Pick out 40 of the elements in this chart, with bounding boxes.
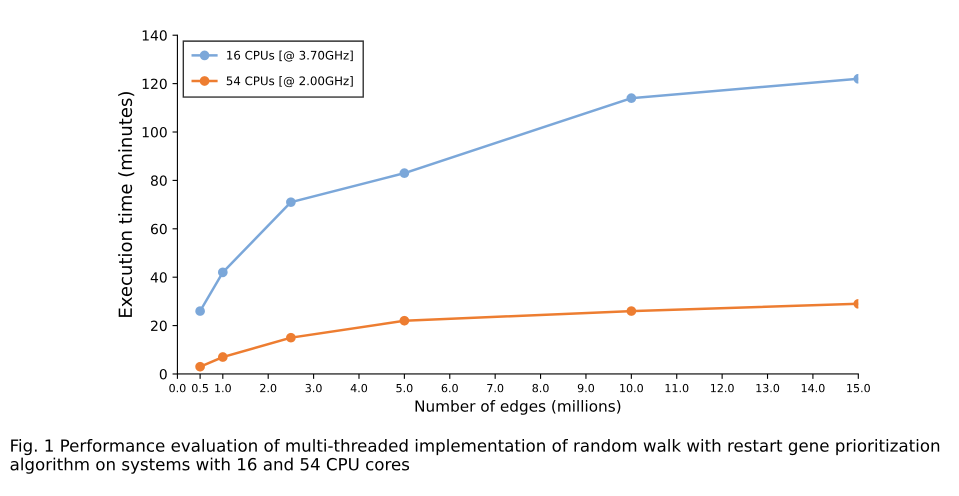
x-tick-label: 6.0: [442, 384, 458, 392]
x-tick-label: 14.0: [802, 384, 825, 392]
point: [626, 306, 636, 316]
y-tick-label: 0: [160, 368, 167, 380]
y-axis-title: Execution time (minutes): [118, 92, 134, 317]
y-tick-label: 140: [142, 30, 167, 41]
point: [218, 267, 228, 278]
point: [195, 306, 205, 316]
y-tick-label: 120: [142, 78, 167, 90]
point: [286, 197, 296, 208]
y-tick-label: 20: [151, 320, 167, 332]
y-tick-label: 100: [142, 126, 167, 138]
x-tick-label: 4.0: [350, 384, 368, 392]
x-tick-label: 11.0: [666, 384, 688, 392]
point: [195, 362, 205, 372]
y-tick-label: 80: [150, 175, 167, 186]
x-axis-title: Number of edges (millions): [416, 400, 620, 415]
y-tick-label: 40: [150, 272, 167, 283]
x-tick-label: 9.0: [578, 384, 594, 392]
legend-label: 16 CPUs [@ 3.70GHz]: [227, 50, 353, 62]
point: [400, 168, 410, 178]
x-tick-label: 15.0: [847, 384, 870, 392]
x-tick-label: 3.0: [306, 384, 322, 392]
legend-label: 54 CPUs [@ 2.00GHz]: [226, 76, 353, 88]
point: [286, 332, 296, 343]
x-tick-label: 0.5: [192, 384, 208, 392]
x-tick-label: 10.0: [620, 384, 643, 392]
x-tick-label: 5.0: [396, 384, 412, 392]
x-tick-label: 0.0: [169, 384, 186, 392]
x-tick-label: 13.0: [756, 384, 780, 392]
y-tick-label: 60: [150, 224, 167, 234]
x-tick-label: 7.0: [487, 384, 504, 392]
caption: Fig. 1 Performance evaluation of multi-threaded implementation of random walk with restart gene prioritization algorithm on systems with 16 and 54 CPU cores: [10, 438, 940, 474]
x-tick-label: 1.0: [215, 384, 231, 392]
x-tick-label: 2.0: [260, 384, 276, 392]
x-tick-label: 12.0: [710, 384, 734, 392]
point: [400, 316, 410, 326]
point: [218, 352, 228, 362]
point: [626, 93, 636, 103]
x-tick-label: 8.0: [532, 384, 549, 392]
